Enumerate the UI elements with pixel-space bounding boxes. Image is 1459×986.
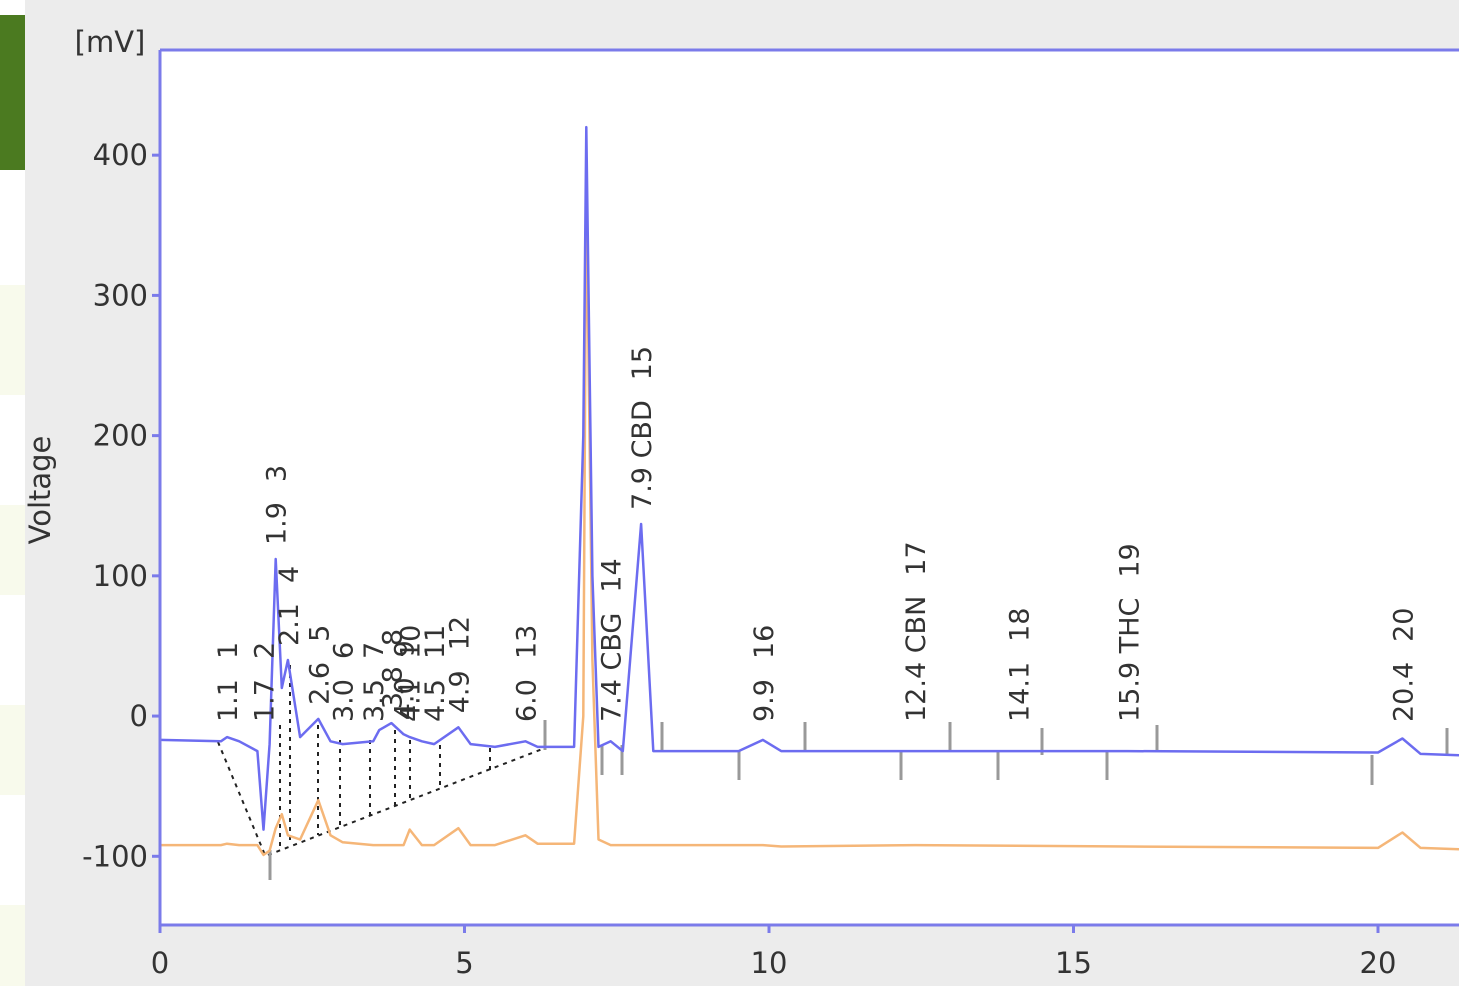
peak-annotation: 1.11	[213, 642, 244, 722]
y-tick-label: 200	[93, 419, 148, 453]
peak-annotation: 3.57	[359, 642, 390, 722]
peak-time: 1.7	[250, 679, 281, 722]
peak-number: 1	[213, 642, 244, 659]
peak-time: 1.9	[262, 502, 293, 545]
peak-time: 2.1	[274, 603, 305, 646]
peak-time: 15.9 THC	[1114, 598, 1145, 722]
side-row	[0, 905, 25, 986]
peak-time: 3.8	[377, 666, 408, 709]
y-tick-label: 0	[130, 699, 148, 733]
peak-time: 4.1	[396, 679, 427, 722]
peak-time: 14.1	[1005, 662, 1036, 722]
x-tick-label: 5	[455, 946, 473, 980]
peak-annotation: 6.0 13	[511, 625, 542, 722]
peak-annotation: 2.65	[304, 625, 335, 705]
y-unit: [mV]	[75, 25, 146, 59]
y-axis-title: Voltage	[23, 436, 57, 545]
peak-annotation: 9.9 16	[749, 625, 780, 722]
peak-time: 12.4 CBN	[901, 596, 932, 722]
peak-number: 11	[420, 625, 451, 659]
peak-time: 4.9	[444, 670, 475, 713]
peak-number: 17	[901, 541, 932, 575]
peak-number: 7	[359, 642, 390, 659]
peak-time: 1.1	[213, 679, 244, 722]
peak-number: 6	[329, 642, 360, 659]
peak-number: 5	[304, 625, 335, 642]
peak-annotation: 4.1 10	[396, 625, 427, 722]
peak-time: 7.4 CBG	[597, 613, 628, 722]
y-tick-label: 400	[93, 138, 148, 172]
peak-time: 3.0	[329, 679, 360, 722]
peak-annotation: 3.88	[377, 629, 408, 709]
peak-number: 16	[749, 625, 780, 659]
peak-time: 7.9 CBD	[627, 400, 658, 510]
peak-annotation: 20.4 20	[1388, 608, 1419, 722]
integration-baselines	[217, 665, 546, 856]
peak-time: 4.5	[420, 679, 451, 722]
x-tick-label: 0	[151, 946, 169, 980]
y-tick-label: -100	[82, 839, 148, 873]
peak-annotation: 14.1 18	[1005, 608, 1036, 722]
side-row	[0, 505, 25, 595]
x-tick-label: 15	[1055, 946, 1092, 980]
peak-number: 20	[1388, 608, 1419, 642]
peak-number: 18	[1005, 608, 1036, 642]
peak-annotation: 15.9 THC 19	[1114, 543, 1145, 722]
peak-number: 10	[396, 625, 427, 659]
peak-number: 9	[390, 640, 421, 657]
peak-annotation: 7.4 CBG 14	[597, 558, 628, 722]
peak-annotation: 1.93	[262, 465, 293, 545]
peak-annotation: 3.06	[329, 642, 360, 722]
peak-time: 9.9	[749, 679, 780, 722]
peak-time: 4.0	[390, 677, 421, 720]
plot-area	[160, 50, 1459, 925]
series-line	[160, 181, 1459, 857]
x-tick-label: 10	[751, 946, 788, 980]
peak-time: 2.6	[304, 662, 335, 705]
x-tick-label: 20	[1360, 946, 1397, 980]
peak-number: 13	[511, 625, 542, 659]
peak-annotation: 12.4 CBN 17	[901, 541, 932, 722]
peak-annotation: 4.5 11	[420, 625, 451, 722]
peak-number: 19	[1114, 543, 1145, 577]
peak-number: 14	[597, 558, 628, 592]
y-tick-label: 100	[93, 559, 148, 593]
peak-annotation: 1.72	[250, 642, 281, 722]
side-row	[0, 705, 25, 795]
y-tick-label: 300	[93, 278, 148, 312]
peak-time: 20.4	[1388, 662, 1419, 722]
peak-number: 4	[274, 566, 305, 583]
peak-number: 3	[262, 465, 293, 482]
side-header	[0, 15, 25, 170]
peak-annotation: 4.9 12	[444, 616, 475, 713]
peak-time: 6.0	[511, 679, 542, 722]
peak-annotation: 7.9 CBD 15	[627, 346, 658, 510]
side-row	[0, 285, 25, 395]
peak-number: 15	[627, 346, 658, 380]
peak-number: 8	[377, 629, 408, 646]
series-line	[159, 125, 1459, 831]
peak-annotation: 2.14	[274, 566, 305, 646]
peak-number: 12	[444, 616, 475, 650]
peak-time: 3.5	[359, 679, 390, 722]
peak-annotation: 4.09	[390, 640, 421, 720]
peak-number: 2	[250, 642, 281, 659]
